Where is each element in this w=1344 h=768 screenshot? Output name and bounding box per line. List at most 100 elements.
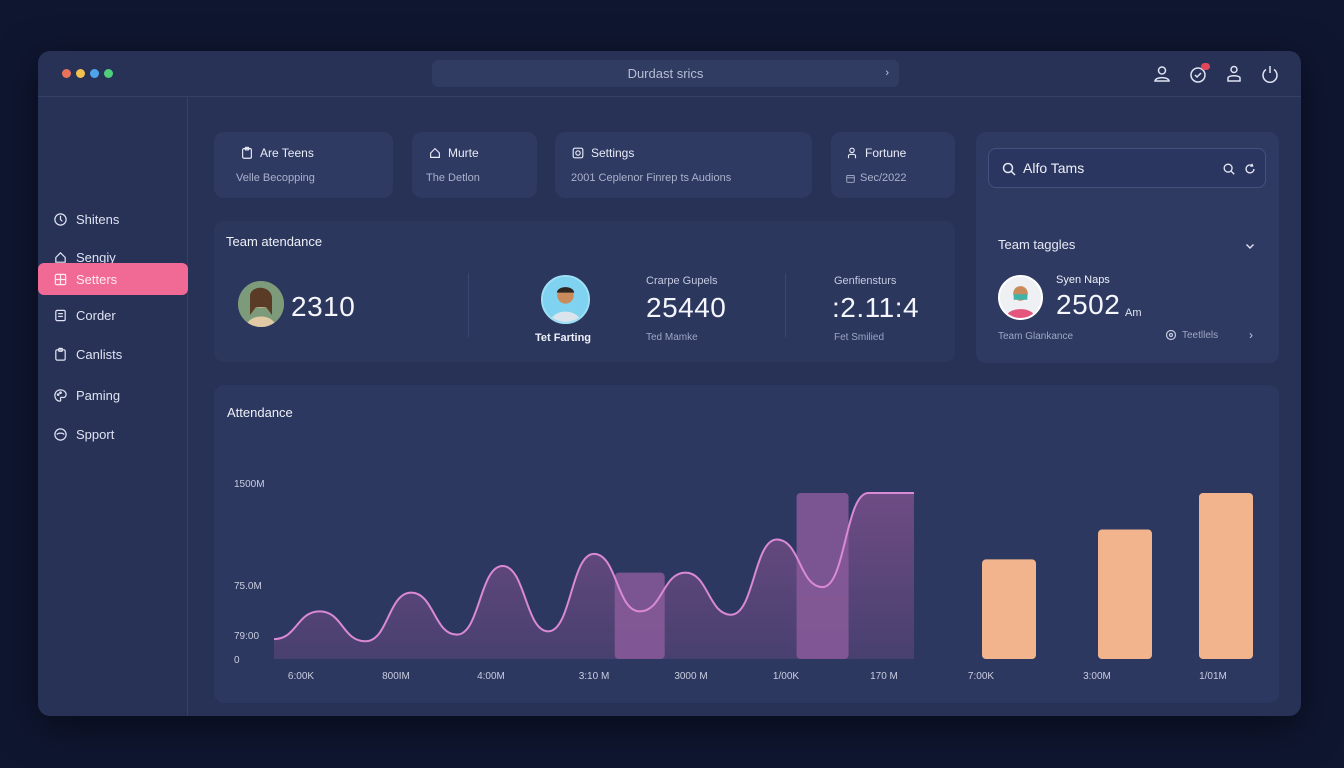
window-dot-3[interactable] <box>90 69 99 78</box>
chart-bar <box>1199 493 1253 659</box>
stat-label: Genfiensturs <box>834 275 897 287</box>
window-dot-1[interactable] <box>62 69 71 78</box>
top-icons <box>1151 63 1281 85</box>
window-dot-4[interactable] <box>104 69 113 78</box>
x-tick-label: 800IM <box>382 671 410 682</box>
target-icon <box>1165 329 1177 341</box>
avatar[interactable] <box>238 281 284 327</box>
tile-are-teens[interactable]: Are Teens Velle Becopping <box>214 132 393 198</box>
x-tick-label: 7:00K <box>968 671 994 682</box>
right-panel: Alfo Tams Team taggles Syen Naps 2502 Am… <box>976 132 1279 363</box>
window-dot-2[interactable] <box>76 69 85 78</box>
clock-icon <box>54 212 67 226</box>
grid-icon <box>54 273 67 285</box>
attendance-chart-card: Attendance 1500M 75.0M 79:00 0 6:00K 800IM 4:0… <box>214 385 1279 703</box>
sidebar-item-spport[interactable]: Spport <box>38 418 188 450</box>
address-bar[interactable]: Durdast srics › <box>432 60 899 87</box>
search-value: Alfo Tams <box>1023 160 1085 176</box>
y-tick-label: 0 <box>234 655 240 666</box>
notification-badge <box>1201 63 1210 70</box>
details-link[interactable]: Teetllels <box>1165 329 1218 341</box>
title-bar: Durdast srics › <box>38 51 1301 97</box>
sidebar-item-label: Canlists <box>76 346 123 362</box>
x-tick-label: 1/01M <box>1199 671 1227 682</box>
refresh-icon[interactable] <box>1243 162 1257 176</box>
tile-title-text: Settings <box>591 146 635 160</box>
support-icon <box>54 427 67 441</box>
y-tick-label: 75.0M <box>234 581 262 592</box>
team-toggles-dropdown[interactable]: Team taggles <box>998 237 1075 252</box>
stat-value: :2.11:4 <box>832 292 920 323</box>
tile-title-text: Are Teens <box>260 146 314 160</box>
sidebar-item-sengiy[interactable]: Sengiy <box>38 241 188 273</box>
account-icon[interactable] <box>1223 63 1245 85</box>
footer-label: Team Glankance <box>998 331 1074 342</box>
settings-icon <box>572 147 584 159</box>
sidebar-item-label: Setters <box>76 271 118 287</box>
sidebar-item-label: Corder <box>76 307 116 323</box>
tile-fortune[interactable]: Fortune Sec/2022 <box>831 132 955 198</box>
user-icon[interactable] <box>1151 63 1173 85</box>
palette-icon <box>54 388 67 402</box>
tile-title-text: Fortune <box>865 146 907 160</box>
power-icon[interactable] <box>1259 63 1281 85</box>
details-link-label: Teetllels <box>1182 329 1219 341</box>
chart-title: Attendance <box>227 405 293 420</box>
sidebar-item-paming[interactable]: Paming <box>38 379 188 411</box>
attendance-chart: 1500M 75.0M 79:00 0 6:00K 800IM 4:00M 3:10 M 300… <box>234 479 1253 682</box>
attendance-card-title: Team atendance <box>226 234 323 249</box>
tile-subtitle: Velle Becopping <box>236 172 315 184</box>
x-tick-label: 3:10 M <box>579 671 610 682</box>
calendar-icon <box>846 174 855 183</box>
tile-title: Settings <box>571 146 634 160</box>
stat-label: Crarpe Gupels <box>646 275 718 287</box>
x-tick-label: 3:00M <box>1083 671 1111 682</box>
divider <box>785 273 786 337</box>
sidebar-item-label: Shitens <box>76 211 120 227</box>
window-controls <box>62 69 113 78</box>
notifications-icon[interactable] <box>1187 63 1210 85</box>
clipboard-icon <box>242 146 252 159</box>
go-icon[interactable]: › <box>885 67 889 79</box>
x-tick-label: 4:00M <box>477 671 505 682</box>
person-name: Syen Naps <box>1056 274 1110 286</box>
app-window: Durdast srics › Shitens Sen <box>38 51 1301 716</box>
person-unit: Am <box>1125 307 1142 319</box>
x-tick-label: 3000 M <box>674 671 707 682</box>
tile-settings[interactable]: Settings 2001 Ceplenor Finrep ts Audions <box>555 132 812 198</box>
tile-subtitle: 2001 Ceplenor Finrep ts Audions <box>571 172 732 184</box>
address-text: Durdast srics <box>627 66 704 81</box>
tile-subtitle: The Detlon <box>426 172 480 184</box>
team-attendance-card: Team atendance 2310 Tet Farting Crarpe G… <box>214 221 955 362</box>
home-icon <box>430 147 440 158</box>
sidebar-item-label: Sengiy <box>76 249 116 265</box>
divider <box>468 273 469 337</box>
attendance-line <box>273 492 914 643</box>
search-input[interactable]: Alfo Tams <box>988 148 1266 188</box>
chart-bar-muted <box>796 493 849 659</box>
stat-value: 2310 <box>291 291 356 322</box>
home-icon <box>55 251 66 263</box>
tile-murte[interactable]: Murte The Detlon <box>412 132 537 198</box>
sidebar-item-corder[interactable]: Corder <box>38 299 188 331</box>
attendance-area <box>274 493 914 659</box>
tile-subtitle: Sec/2022 <box>845 172 906 184</box>
person-icon <box>847 147 857 159</box>
tile-subtitle-text: Sec/2022 <box>860 172 907 184</box>
search-icon[interactable] <box>1222 162 1236 176</box>
avatar[interactable] <box>998 275 1043 320</box>
avatar[interactable] <box>541 275 590 324</box>
chevron-down-icon[interactable] <box>1244 240 1256 252</box>
sidebar-item-label: Paming <box>76 387 121 403</box>
stat-label: Tet Farting <box>535 332 592 344</box>
y-tick-label: 79:00 <box>234 631 259 642</box>
sidebar-item-shitens[interactable]: Shitens <box>38 203 188 235</box>
x-tick-label: 6:00K <box>288 671 314 682</box>
chevron-right-icon[interactable]: › <box>1249 328 1253 342</box>
sidebar-item-canlists[interactable]: Canlists <box>38 338 188 370</box>
tile-title: Fortune <box>845 146 906 160</box>
sidebar-item-setters[interactable]: Setters <box>38 263 188 295</box>
dropdown-label: Team taggles <box>998 237 1076 252</box>
chart-bar <box>1098 529 1152 659</box>
tile-title: Murte <box>428 146 479 160</box>
